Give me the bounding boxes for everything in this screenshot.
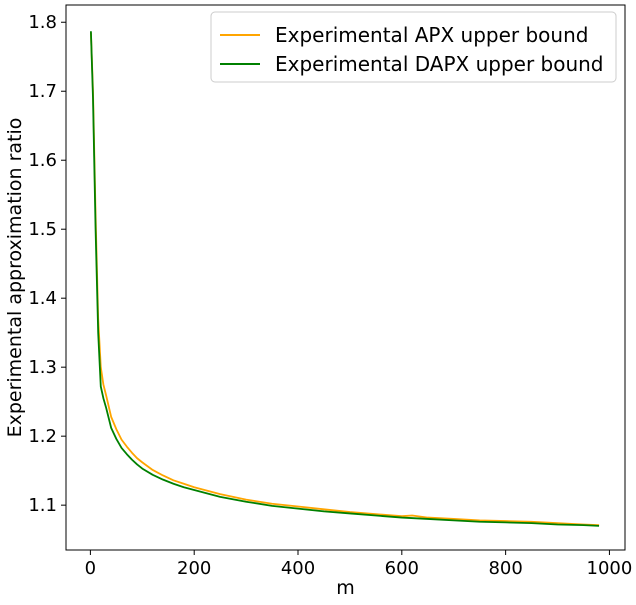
x-tick-label: 400 <box>281 558 315 579</box>
legend-box <box>210 11 617 83</box>
legend: Experimental APX upper bound Experimenta… <box>210 11 617 83</box>
plot-area <box>65 4 626 551</box>
x-tick-label: 0 <box>85 558 96 579</box>
y-tick-label: 1.6 <box>28 150 57 171</box>
y-tick-label: 1.2 <box>28 426 57 447</box>
x-tick-label: 1000 <box>587 558 633 579</box>
y-axis-label: Experimental approximation ratio <box>4 118 26 438</box>
y-tick-label: 1.7 <box>28 81 57 102</box>
x-tick-label: 800 <box>488 558 522 579</box>
x-axis-label: m <box>336 577 355 599</box>
y-tick-label: 1.5 <box>28 219 57 240</box>
legend-entry-dapx: Experimental DAPX upper bound <box>275 52 604 76</box>
legend-entry-apx: Experimental APX upper bound <box>275 23 588 47</box>
series-line-0 <box>90 32 600 527</box>
series-layer <box>90 31 600 527</box>
series-line-1 <box>90 31 600 527</box>
y-axis-ticks: 1.1 1.2 1.3 1.4 1.5 1.6 1.7 1.8 <box>28 12 66 516</box>
x-axis-ticks: 0 200 400 600 800 1000 <box>85 550 633 579</box>
y-tick-label: 1.3 <box>28 357 57 378</box>
y-tick-label: 1.4 <box>28 288 57 309</box>
x-tick-label: 200 <box>177 558 211 579</box>
x-tick-label: 600 <box>385 558 419 579</box>
y-tick-label: 1.1 <box>28 495 57 516</box>
y-tick-label: 1.8 <box>28 12 57 33</box>
